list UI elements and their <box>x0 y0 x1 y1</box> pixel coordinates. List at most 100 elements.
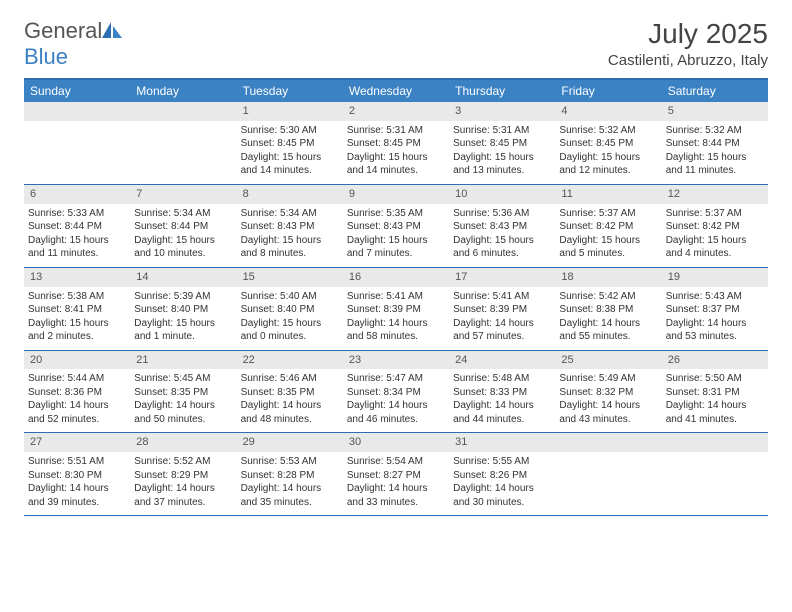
day-number: 5 <box>662 102 768 121</box>
day-cell: 27Sunrise: 5:51 AMSunset: 8:30 PMDayligh… <box>24 433 130 515</box>
day-number: 30 <box>343 433 449 452</box>
day-cell: 10Sunrise: 5:36 AMSunset: 8:43 PMDayligh… <box>449 185 555 267</box>
sunrise-line: Sunrise: 5:39 AM <box>134 290 232 304</box>
day-number: 12 <box>662 185 768 204</box>
sunset-line: Sunset: 8:45 PM <box>559 137 657 151</box>
day-cell: 25Sunrise: 5:49 AMSunset: 8:32 PMDayligh… <box>555 351 661 433</box>
day-number: 31 <box>449 433 555 452</box>
sunrise-line: Sunrise: 5:42 AM <box>559 290 657 304</box>
daylight-line: Daylight: 14 hours and 46 minutes. <box>347 399 445 426</box>
week-row: 6Sunrise: 5:33 AMSunset: 8:44 PMDaylight… <box>24 185 768 268</box>
weekday-header: Wednesday <box>343 80 449 102</box>
day-cell: 19Sunrise: 5:43 AMSunset: 8:37 PMDayligh… <box>662 268 768 350</box>
sunset-line: Sunset: 8:41 PM <box>28 303 126 317</box>
day-cell: 21Sunrise: 5:45 AMSunset: 8:35 PMDayligh… <box>130 351 236 433</box>
sunset-line: Sunset: 8:30 PM <box>28 469 126 483</box>
day-number: 9 <box>343 185 449 204</box>
sunrise-line: Sunrise: 5:40 AM <box>241 290 339 304</box>
sunrise-line: Sunrise: 5:41 AM <box>347 290 445 304</box>
weekday-header: Monday <box>130 80 236 102</box>
sail-icon <box>102 22 122 38</box>
sunrise-line: Sunrise: 5:43 AM <box>666 290 764 304</box>
day-cell: 22Sunrise: 5:46 AMSunset: 8:35 PMDayligh… <box>237 351 343 433</box>
daylight-line: Daylight: 15 hours and 8 minutes. <box>241 234 339 261</box>
daylight-line: Daylight: 14 hours and 33 minutes. <box>347 482 445 509</box>
week-row: 27Sunrise: 5:51 AMSunset: 8:30 PMDayligh… <box>24 433 768 516</box>
sunset-line: Sunset: 8:42 PM <box>666 220 764 234</box>
sunrise-line: Sunrise: 5:31 AM <box>453 124 551 138</box>
day-cell: 18Sunrise: 5:42 AMSunset: 8:38 PMDayligh… <box>555 268 661 350</box>
day-cell: 16Sunrise: 5:41 AMSunset: 8:39 PMDayligh… <box>343 268 449 350</box>
weekday-header: Thursday <box>449 80 555 102</box>
calendar: SundayMondayTuesdayWednesdayThursdayFrid… <box>24 78 768 516</box>
sunset-line: Sunset: 8:29 PM <box>134 469 232 483</box>
weekday-header: Sunday <box>24 80 130 102</box>
day-number: 8 <box>237 185 343 204</box>
day-cell: 20Sunrise: 5:44 AMSunset: 8:36 PMDayligh… <box>24 351 130 433</box>
sunset-line: Sunset: 8:35 PM <box>241 386 339 400</box>
daylight-line: Daylight: 15 hours and 12 minutes. <box>559 151 657 178</box>
daylight-line: Daylight: 15 hours and 1 minute. <box>134 317 232 344</box>
sunrise-line: Sunrise: 5:31 AM <box>347 124 445 138</box>
sunset-line: Sunset: 8:28 PM <box>241 469 339 483</box>
day-cell: 29Sunrise: 5:53 AMSunset: 8:28 PMDayligh… <box>237 433 343 515</box>
day-number: 11 <box>555 185 661 204</box>
day-number: 24 <box>449 351 555 370</box>
sunset-line: Sunset: 8:40 PM <box>241 303 339 317</box>
day-cell: 2Sunrise: 5:31 AMSunset: 8:45 PMDaylight… <box>343 102 449 184</box>
sunrise-line: Sunrise: 5:53 AM <box>241 455 339 469</box>
day-number: 27 <box>24 433 130 452</box>
weekday-header: Tuesday <box>237 80 343 102</box>
weekday-header: Saturday <box>662 80 768 102</box>
daylight-line: Daylight: 14 hours and 55 minutes. <box>559 317 657 344</box>
sunrise-line: Sunrise: 5:44 AM <box>28 372 126 386</box>
day-cell: 24Sunrise: 5:48 AMSunset: 8:33 PMDayligh… <box>449 351 555 433</box>
day-number: 4 <box>555 102 661 121</box>
sunset-line: Sunset: 8:44 PM <box>28 220 126 234</box>
logo-word-general: General <box>24 18 102 43</box>
sunset-line: Sunset: 8:36 PM <box>28 386 126 400</box>
sunrise-line: Sunrise: 5:37 AM <box>666 207 764 221</box>
day-number: 15 <box>237 268 343 287</box>
daylight-line: Daylight: 14 hours and 35 minutes. <box>241 482 339 509</box>
logo-text: GeneralBlue <box>24 18 122 70</box>
sunset-line: Sunset: 8:43 PM <box>347 220 445 234</box>
sunset-line: Sunset: 8:45 PM <box>241 137 339 151</box>
day-number: 3 <box>449 102 555 121</box>
day-cell <box>662 433 768 515</box>
day-cell: 6 Sunrise: 5:33 AMSunset: 8:44 PMDaylight… <box>24 185 130 267</box>
daylight-line: Daylight: 15 hours and 14 minutes. <box>347 151 445 178</box>
day-number: 17 <box>449 268 555 287</box>
day-number <box>24 102 130 121</box>
day-cell: 31Sunrise: 5:55 AMSunset: 8:26 PMDayligh… <box>449 433 555 515</box>
daylight-line: Daylight: 15 hours and 11 minutes. <box>666 151 764 178</box>
day-number: 6 <box>24 185 130 204</box>
day-number: 19 <box>662 268 768 287</box>
day-number: 13 <box>24 268 130 287</box>
day-cell: 15Sunrise: 5:40 AMSunset: 8:40 PMDayligh… <box>237 268 343 350</box>
day-number: 2 <box>343 102 449 121</box>
daylight-line: Daylight: 15 hours and 11 minutes. <box>28 234 126 261</box>
sunset-line: Sunset: 8:42 PM <box>559 220 657 234</box>
day-cell: 5Sunrise: 5:32 AMSunset: 8:44 PMDaylight… <box>662 102 768 184</box>
day-cell <box>24 102 130 184</box>
sunrise-line: Sunrise: 5:33 AM <box>28 207 126 221</box>
week-row: 1Sunrise: 5:30 AMSunset: 8:45 PMDaylight… <box>24 102 768 185</box>
sunset-line: Sunset: 8:37 PM <box>666 303 764 317</box>
day-cell: 28Sunrise: 5:52 AMSunset: 8:29 PMDayligh… <box>130 433 236 515</box>
sunset-line: Sunset: 8:38 PM <box>559 303 657 317</box>
daylight-line: Daylight: 15 hours and 13 minutes. <box>453 151 551 178</box>
day-cell: 23Sunrise: 5:47 AMSunset: 8:34 PMDayligh… <box>343 351 449 433</box>
weekday-header-row: SundayMondayTuesdayWednesdayThursdayFrid… <box>24 80 768 102</box>
sunrise-line: Sunrise: 5:45 AM <box>134 372 232 386</box>
week-row: 20Sunrise: 5:44 AMSunset: 8:36 PMDayligh… <box>24 351 768 434</box>
daylight-line: Daylight: 15 hours and 5 minutes. <box>559 234 657 261</box>
day-number: 22 <box>237 351 343 370</box>
sunset-line: Sunset: 8:35 PM <box>134 386 232 400</box>
daylight-line: Daylight: 15 hours and 10 minutes. <box>134 234 232 261</box>
daylight-line: Daylight: 14 hours and 52 minutes. <box>28 399 126 426</box>
day-number <box>130 102 236 121</box>
sunset-line: Sunset: 8:33 PM <box>453 386 551 400</box>
sunrise-line: Sunrise: 5:32 AM <box>666 124 764 138</box>
sunrise-line: Sunrise: 5:32 AM <box>559 124 657 138</box>
